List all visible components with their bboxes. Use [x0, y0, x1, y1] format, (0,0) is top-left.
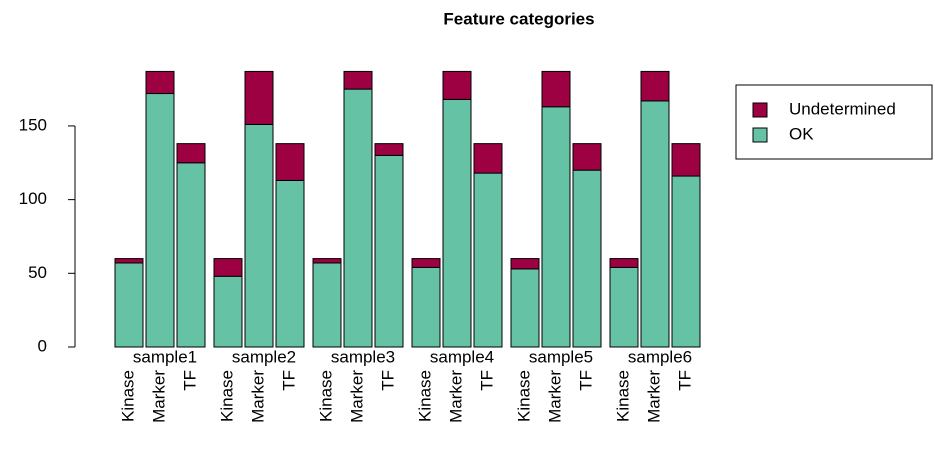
bar-segment — [312, 262, 342, 348]
bar-segment — [510, 258, 540, 270]
bar-segment — [213, 258, 243, 277]
bar-segment — [572, 169, 602, 348]
bar-segment — [411, 266, 441, 348]
bar-segment — [473, 172, 503, 348]
legend-label: Undetermined — [789, 99, 896, 118]
x-tick-label: TF — [477, 370, 496, 391]
group-label: sample2 — [232, 347, 296, 366]
group-label: sample1 — [133, 347, 197, 366]
bar-segment — [114, 262, 144, 348]
x-tick-label: Kinase — [415, 370, 434, 422]
x-tick-label: Kinase — [613, 370, 632, 422]
y-tick-label: 50 — [28, 263, 47, 282]
bar-segment — [114, 258, 144, 264]
bar-segment — [473, 143, 503, 174]
group-label: sample6 — [628, 347, 692, 366]
x-tick-label: Kinase — [316, 370, 335, 422]
y-tick-label: 0 — [38, 336, 47, 355]
x-tick-label: TF — [279, 370, 298, 391]
bar-segment — [244, 70, 274, 125]
bar-segment — [244, 123, 274, 348]
x-tick-label: Marker — [545, 370, 564, 423]
legend-swatch — [752, 102, 768, 118]
x-tick-label: TF — [180, 370, 199, 391]
bar-segment — [640, 70, 670, 102]
bar-segment — [671, 143, 701, 177]
bar-segment — [374, 143, 404, 156]
bar-segment — [275, 143, 305, 181]
bar-segment — [312, 258, 342, 264]
group-label: sample3 — [331, 347, 395, 366]
bar-segment — [411, 258, 441, 268]
bar-segment — [374, 154, 404, 348]
x-tick-label: Kinase — [118, 370, 137, 422]
x-tick-label: Marker — [347, 370, 366, 423]
bar-segment — [343, 70, 373, 90]
legend-swatch — [752, 127, 768, 143]
x-tick-label: Marker — [248, 370, 267, 423]
x-tick-label: TF — [576, 370, 595, 391]
x-tick-label: Kinase — [217, 370, 236, 422]
x-tick-label: Marker — [446, 370, 465, 423]
bar-segment — [442, 70, 472, 100]
bar-segment — [609, 266, 639, 348]
bar-segment — [541, 70, 571, 108]
bar-segment — [213, 275, 243, 348]
bar-segment — [609, 258, 639, 268]
bar-segment — [145, 70, 175, 95]
bar-segment — [541, 106, 571, 348]
bar-segment — [572, 143, 602, 171]
group-label: sample5 — [529, 347, 593, 366]
bar-segment — [275, 179, 305, 348]
bar-segment — [442, 98, 472, 348]
y-tick-label: 100 — [19, 189, 47, 208]
bar-segment — [145, 93, 175, 348]
x-tick-label: Kinase — [514, 370, 533, 422]
bar-segment — [176, 162, 206, 348]
legend-box — [735, 84, 933, 160]
y-tick-label: 150 — [19, 115, 47, 134]
bar-segment — [176, 143, 206, 164]
chart-title: Feature categories — [443, 9, 594, 28]
x-tick-label: TF — [378, 370, 397, 391]
bar-segment — [640, 100, 670, 348]
x-tick-label: Marker — [149, 370, 168, 423]
legend-label: OK — [789, 124, 814, 143]
x-tick-label: TF — [675, 370, 694, 391]
bar-segment — [343, 88, 373, 348]
bar-segment — [671, 175, 701, 348]
x-tick-label: Marker — [644, 370, 663, 423]
group-label: sample4 — [430, 347, 494, 366]
bar-segment — [510, 268, 540, 348]
